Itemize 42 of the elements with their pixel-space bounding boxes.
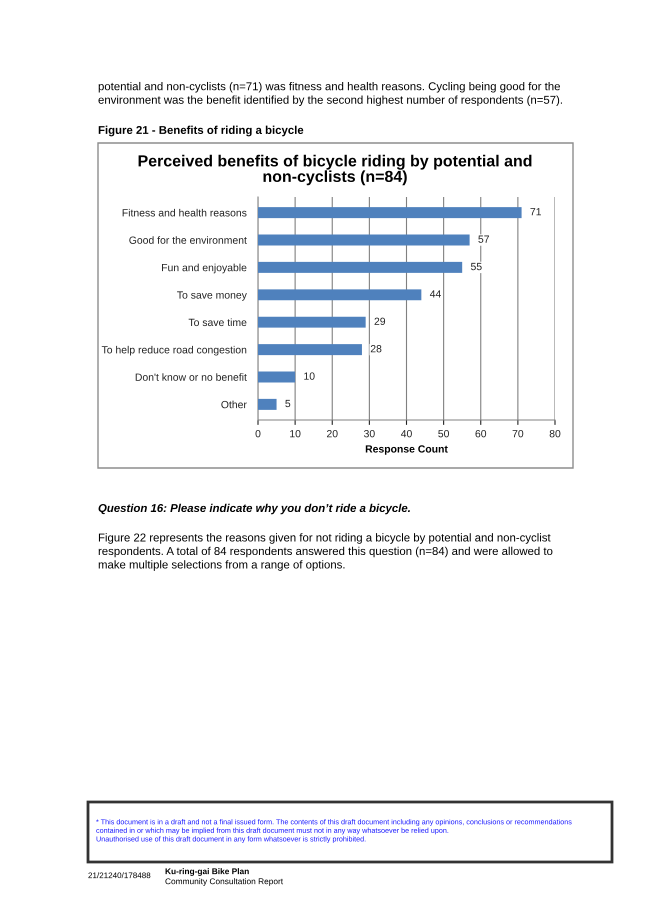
y-tick-label: Don't know or no benefit: [136, 373, 247, 381]
y-tick-label: To save time: [188, 318, 246, 326]
x-tick-label: 20: [326, 430, 338, 438]
caption: Figure 22 represents the reasons given for not riding a bicycle by potential and non-cyclist respondents. A total of 84 respondents answered this question (n=84) and were allowed to make multiple selections from a range of options.: [98, 533, 552, 571]
data-label: 55: [470, 262, 482, 270]
text: 21/21240/178488: [88, 872, 150, 878]
x-tick-label: 40: [400, 430, 412, 438]
x-tick-label: 70: [512, 430, 524, 438]
bar: [258, 262, 462, 273]
y-tick-label: To help reduce road congestion: [102, 346, 246, 356]
bar: [258, 289, 422, 300]
data-label: 71: [530, 208, 541, 216]
x-tick-label: 80: [550, 430, 560, 438]
text: Ku-ring-gai Bike Plan: [166, 868, 249, 876]
bar: [258, 344, 362, 356]
text: Community Consultation Report: [165, 878, 284, 886]
x-tick-label: 50: [438, 430, 450, 438]
x-tick-label: 60: [475, 430, 486, 438]
x-axis-title: Response Count: [366, 445, 448, 455]
data-label: 44: [430, 290, 441, 298]
bar: [258, 234, 470, 246]
data-label: 5: [285, 400, 290, 408]
caption: Figure 21 - Benefits of riding a bicycle: [98, 126, 304, 136]
y-tick-label: Fun and enjoyable: [162, 264, 246, 274]
x-tick-label: 30: [364, 430, 375, 438]
data-label: 57: [478, 236, 490, 243]
y-tick-label: Other: [221, 400, 247, 408]
bar: [258, 207, 522, 218]
x-tick-label: 10: [290, 430, 301, 438]
y-tick-label: Fitness and health reasons: [122, 208, 247, 216]
bar: [258, 398, 277, 410]
data-label: 29: [374, 318, 386, 325]
y-tick-label: To save money: [177, 291, 247, 301]
bar: [258, 316, 366, 328]
text: Question 16: Please indicate why you don’t ride a bicycle.: [98, 504, 410, 514]
y-tick-label: Good for the environment: [129, 236, 247, 244]
bar: [258, 372, 296, 382]
data-label: 10: [304, 372, 315, 380]
text: potential and non-cyclists (n=71) was fitness and health reasons. Cycling being good for the environment was the benefit identified by the second highest number of respondents (n=57).: [98, 82, 562, 106]
x-tick-label: 0: [256, 430, 260, 438]
data-label: 28: [370, 345, 382, 352]
chart-title: Perceived benefits of bicycle riding by potential and non-cyclists (n=84): [138, 154, 532, 186]
